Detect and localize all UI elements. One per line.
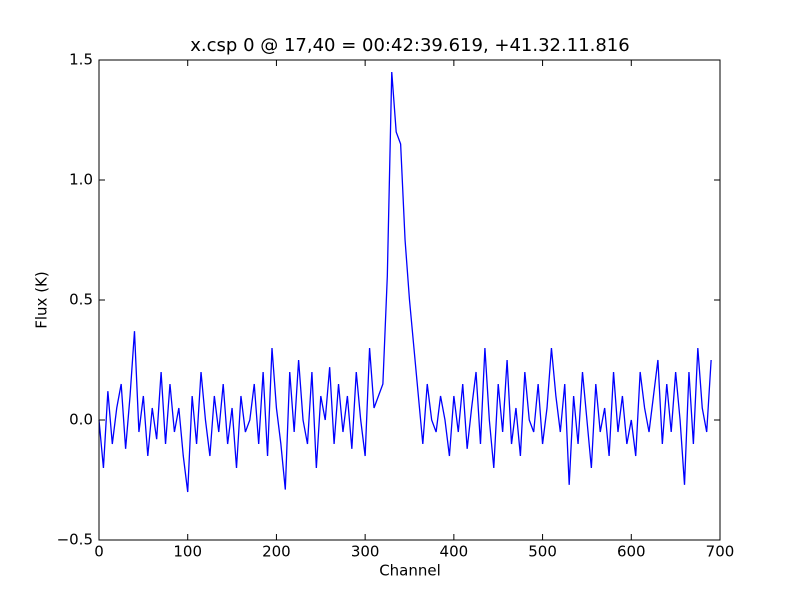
y-tick-label: 1.0: [69, 171, 93, 189]
x-tick-label: 300: [351, 543, 380, 561]
y-tick-label: 1.5: [69, 51, 93, 69]
y-tick-label: 0.5: [69, 291, 93, 309]
x-tick-label: 500: [528, 543, 557, 561]
x-tick-label: 200: [262, 543, 291, 561]
x-tick-label: 700: [706, 543, 735, 561]
plot-frame: [98, 59, 721, 541]
x-tick-label: 600: [617, 543, 646, 561]
y-tick-label: −0.5: [57, 531, 93, 549]
x-axis-label: Channel: [379, 562, 441, 580]
x-tick-label: 100: [173, 543, 202, 561]
x-tick-label: 0: [94, 543, 104, 561]
y-axis-label: Flux (K): [33, 271, 51, 329]
line-series: [98, 71, 712, 493]
chart-title: x.csp 0 @ 17,40 = 00:42:39.619, +41.32.1…: [190, 35, 629, 56]
y-tick-label: 0.0: [69, 411, 93, 429]
x-tick-label: 400: [440, 543, 469, 561]
